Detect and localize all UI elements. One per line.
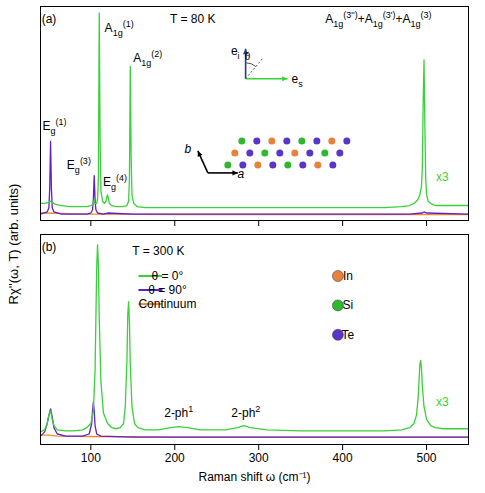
svg-text:Continuum: Continuum bbox=[138, 297, 196, 311]
svg-text:x3: x3 bbox=[436, 170, 449, 184]
svg-text:A1g(2): A1g(2) bbox=[133, 49, 162, 68]
svg-text:100: 100 bbox=[81, 451, 101, 465]
svg-text:Eg(3): Eg(3) bbox=[67, 156, 91, 175]
svg-text:b: b bbox=[184, 142, 191, 156]
svg-text:T = 300 K: T = 300 K bbox=[132, 244, 184, 258]
svg-text:T = 80 K: T = 80 K bbox=[170, 12, 215, 26]
svg-text:es: es bbox=[292, 72, 304, 89]
svg-text:Si: Si bbox=[343, 298, 354, 312]
svg-text:In: In bbox=[343, 269, 353, 283]
svg-text:200: 200 bbox=[165, 451, 185, 465]
svg-text:Te: Te bbox=[342, 328, 355, 342]
svg-text:300: 300 bbox=[249, 451, 269, 465]
svg-text:θ = 0°: θ = 0° bbox=[152, 269, 184, 283]
svg-text:A1g(1): A1g(1) bbox=[105, 19, 134, 38]
svg-text:a: a bbox=[237, 167, 244, 181]
svg-text:400: 400 bbox=[333, 451, 353, 465]
svg-text:θ: θ bbox=[245, 51, 251, 62]
svg-text:A1g(3'')+A1g(3')+A1g(3): A1g(3'')+A1g(3')+A1g(3) bbox=[325, 10, 431, 29]
svg-text:2-ph1: 2-ph1 bbox=[164, 404, 193, 420]
svg-text:Raman shift ω (cm⁻¹): Raman shift ω (cm⁻¹) bbox=[198, 470, 310, 484]
svg-text:(b): (b) bbox=[42, 240, 57, 254]
svg-text:Eg(4): Eg(4) bbox=[103, 173, 127, 192]
svg-text:θ = 90°: θ = 90° bbox=[148, 283, 187, 297]
html-text:Rχ''(ω, T) (arb. units): Rχ''(ω, T) (arb. units) bbox=[5, 183, 21, 305]
svg-text:ei: ei bbox=[231, 44, 240, 61]
svg-text:2-ph2: 2-ph2 bbox=[231, 404, 260, 420]
svg-text:x3: x3 bbox=[436, 395, 449, 409]
svg-text:(a): (a) bbox=[42, 12, 57, 26]
svg-text:Eg(1): Eg(1) bbox=[43, 117, 67, 136]
svg-text:500: 500 bbox=[417, 451, 437, 465]
